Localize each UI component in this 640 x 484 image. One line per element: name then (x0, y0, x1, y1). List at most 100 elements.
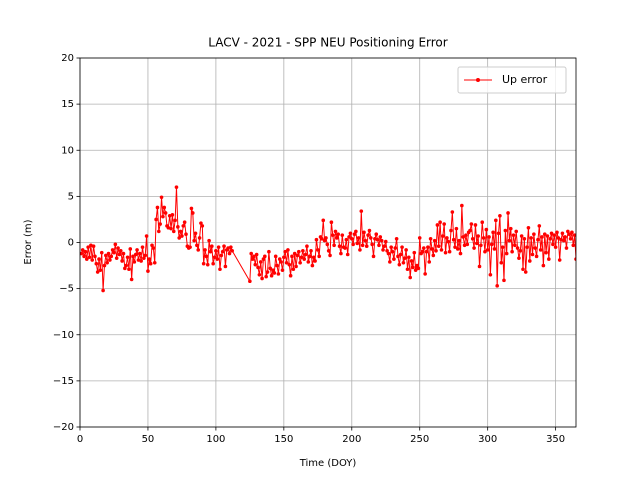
data-point (272, 271, 277, 275)
data-point (199, 221, 203, 225)
data-point (268, 266, 273, 271)
data-point (189, 206, 194, 211)
data-point (375, 237, 380, 242)
data-point (491, 230, 495, 235)
data-point (132, 260, 137, 264)
data-point (288, 273, 293, 278)
data-point (500, 245, 505, 249)
x-tick-label: 150 (274, 434, 293, 445)
data-point (371, 254, 376, 259)
data-point (166, 225, 171, 230)
data-point (170, 213, 175, 217)
data-point (461, 235, 466, 239)
data-point (349, 237, 354, 241)
y-tick-label: 10 (61, 145, 74, 156)
data-point (129, 277, 134, 282)
data-point (90, 258, 95, 262)
data-point (571, 243, 576, 248)
data-point (560, 231, 565, 236)
data-point (514, 229, 519, 234)
data-point (83, 249, 88, 254)
data-point (280, 268, 285, 272)
data-point (392, 257, 396, 261)
data-point (144, 234, 149, 238)
data-point (207, 238, 211, 243)
data-point (537, 224, 542, 228)
data-point (422, 246, 426, 250)
data-point (218, 267, 222, 272)
data-point (559, 237, 563, 242)
data-point (574, 257, 576, 261)
data-point (507, 238, 512, 243)
data-point (155, 205, 160, 210)
data-point (301, 249, 305, 253)
data-point (287, 262, 292, 267)
y-axis-label: Error (m) (23, 219, 34, 264)
legend-marker (476, 78, 480, 82)
data-point (294, 264, 298, 269)
data-point (356, 236, 361, 240)
data-point (305, 244, 309, 248)
data-point (434, 249, 438, 253)
data-point (279, 260, 283, 264)
data-point (94, 261, 99, 266)
data-point (381, 248, 385, 252)
data-point (193, 231, 198, 236)
data-point (400, 245, 404, 249)
data-point (148, 261, 153, 266)
data-point (204, 254, 209, 259)
x-tick-label: 250 (410, 434, 429, 445)
data-point (369, 236, 373, 240)
data-point (436, 244, 441, 248)
legend-box (457, 66, 567, 94)
data-point (211, 261, 215, 266)
plot-area (80, 185, 576, 293)
data-point (396, 254, 400, 259)
data-point (302, 257, 307, 261)
data-point (502, 278, 506, 283)
data-point (498, 213, 502, 218)
data-point (407, 255, 411, 260)
data-point (378, 235, 383, 239)
data-point (386, 251, 391, 256)
data-point (370, 242, 374, 247)
data-point (568, 237, 573, 241)
data-point (427, 260, 432, 264)
data-point (248, 279, 252, 284)
data-point (229, 245, 233, 249)
data-point (222, 244, 226, 248)
data-point (351, 242, 355, 247)
data-point (373, 237, 377, 241)
data-point (379, 238, 384, 243)
data-point (314, 237, 319, 242)
data-point (442, 222, 446, 226)
grid (79, 57, 576, 428)
x-tick-label: 50 (142, 434, 155, 445)
data-point (451, 237, 456, 242)
data-point (335, 236, 339, 240)
legend: Up error (457, 66, 567, 94)
data-point (249, 251, 254, 256)
data-point (112, 250, 116, 255)
data-point (184, 232, 188, 236)
data-point (120, 259, 124, 263)
data-point (316, 248, 320, 252)
data-point (261, 257, 266, 261)
data-point (435, 223, 440, 227)
data-point (527, 259, 532, 263)
data-point (260, 276, 264, 281)
data-point (547, 257, 551, 261)
data-point (250, 257, 255, 261)
data-point (252, 254, 256, 259)
data-point (517, 256, 521, 260)
data-point (84, 257, 89, 261)
data-point (483, 249, 487, 254)
data-point (549, 231, 554, 236)
data-point (469, 222, 474, 226)
data-point (417, 236, 422, 240)
data-point (313, 259, 317, 263)
data-point (257, 272, 262, 277)
data-point (354, 229, 358, 234)
data-point (269, 273, 274, 278)
